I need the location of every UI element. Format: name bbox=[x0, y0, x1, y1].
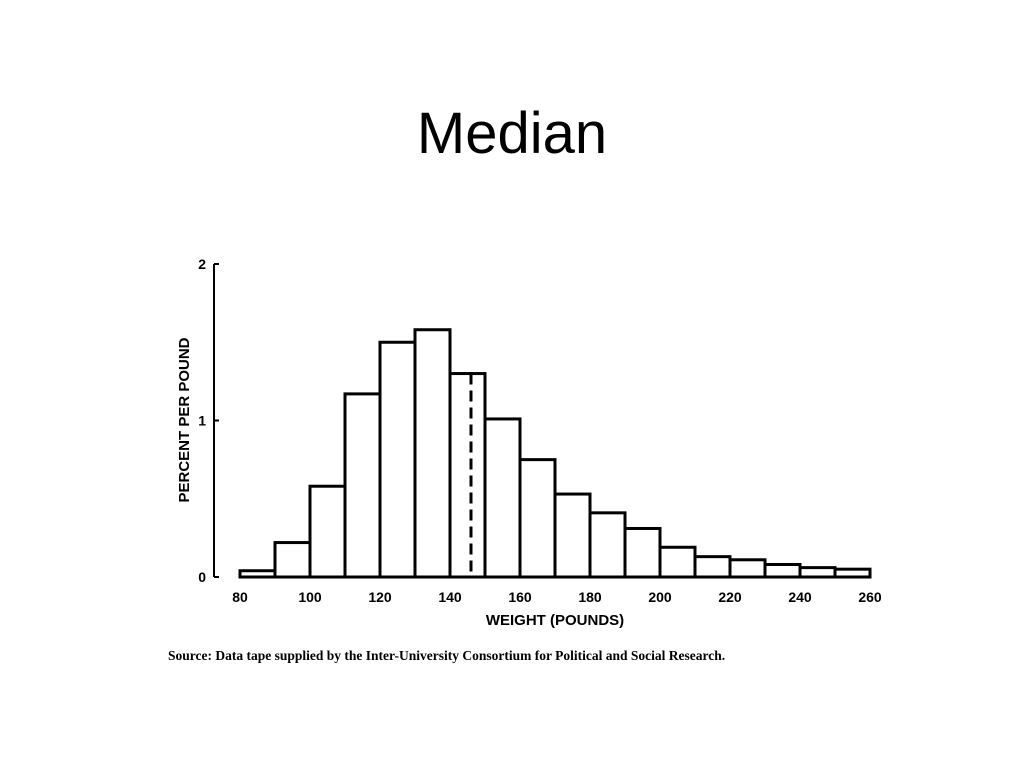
histogram-bar bbox=[273, 541, 312, 579]
histogram-bar bbox=[553, 492, 592, 579]
histogram-bar bbox=[658, 545, 697, 579]
x-tick-label: 260 bbox=[858, 589, 882, 605]
x-tick-label: 220 bbox=[718, 589, 742, 605]
histogram-bar bbox=[343, 392, 382, 579]
histogram-bar bbox=[483, 417, 522, 579]
histogram-bar bbox=[518, 458, 557, 579]
histogram-bar bbox=[623, 526, 662, 579]
x-axis-title: WEIGHT (POUNDS) bbox=[486, 612, 624, 629]
histogram-bar bbox=[448, 372, 487, 579]
histogram-bar bbox=[413, 328, 452, 579]
histogram-bar bbox=[308, 484, 347, 579]
x-tick-label: 240 bbox=[788, 589, 812, 605]
y-tick-label: 2 bbox=[198, 256, 206, 272]
y-tick-label: 1 bbox=[198, 413, 206, 429]
x-tick-label: 160 bbox=[508, 589, 532, 605]
x-tick-label: 180 bbox=[578, 589, 602, 605]
histogram-bar bbox=[378, 340, 417, 579]
y-axis: 0 1 2 bbox=[198, 256, 219, 585]
histogram-bar bbox=[763, 562, 802, 579]
histogram-bar bbox=[588, 511, 627, 579]
histogram-bar bbox=[693, 555, 732, 579]
histogram-bars bbox=[238, 328, 872, 579]
x-tick-label: 140 bbox=[438, 589, 462, 605]
x-tick-label: 200 bbox=[648, 589, 672, 605]
y-tick-label: 0 bbox=[198, 569, 206, 585]
slide-title: Median bbox=[416, 101, 608, 166]
x-tick-label: 80 bbox=[232, 589, 248, 605]
y-axis-title: PERCENT PER POUND bbox=[176, 337, 193, 502]
x-tick-label: 120 bbox=[368, 589, 392, 605]
source-note: Source: Data tape supplied by the Inter-… bbox=[168, 648, 726, 663]
x-axis-ticks: 80 100 120 140 160 180 200 220 240 260 bbox=[232, 589, 882, 605]
x-tick-label: 100 bbox=[298, 589, 322, 605]
histogram-bar bbox=[728, 558, 767, 579]
